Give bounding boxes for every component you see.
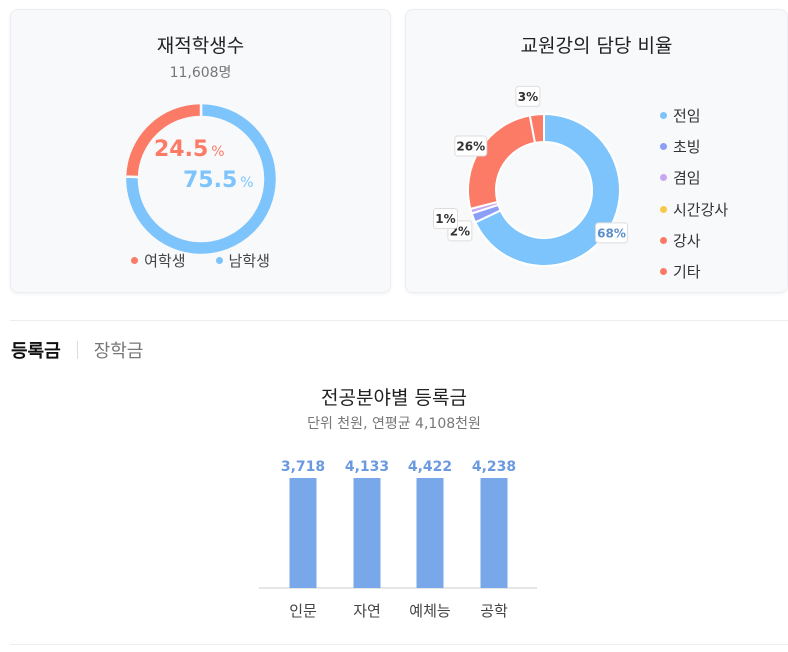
legend-item-male: 남학생 (215, 250, 270, 271)
legend-item-lecturer: 강사 (660, 225, 728, 256)
data-label-fulltime-group: 68% (595, 222, 629, 244)
legend-label-adjunct: 겸임 (673, 169, 701, 188)
data-label-fulltime-box (595, 222, 629, 244)
legend-item-invited: 초빙 (660, 131, 728, 162)
tuition-chart-subtitle: 단위 천원, 연평균 4,108천원 (307, 416, 481, 432)
legend-dot-invited (660, 143, 667, 151)
x-tick-label-2: 예체능 (409, 602, 451, 620)
enrollment-legend: 여학생 남학생 (11, 250, 390, 271)
legend-dot-other (660, 268, 667, 276)
slice-male (123, 101, 279, 257)
tab-separator (76, 341, 78, 359)
legend-item-adjunct: 겸임 (660, 162, 728, 193)
enrollment-total: 11,608명 (169, 65, 232, 81)
bar-value-label-1: 4,133 (345, 459, 389, 475)
data-label-other: 3% (518, 90, 538, 104)
data-label-adjunct-box (432, 208, 458, 230)
legend-item-fulltime: 전임 (660, 100, 728, 131)
faculty-donut-chart: 68%2%1%26%3% (432, 85, 629, 267)
legend-dot-parttime (660, 205, 667, 213)
faculty-legend: 전임 초빙 겸임 시간강사 강사 기타 (660, 100, 728, 287)
legend-label-parttime: 시간강사 (673, 200, 729, 219)
bar-value-label-0: 3,718 (281, 459, 325, 475)
tuition-chart-title: 전공분야별 등록금 (321, 387, 467, 409)
x-tick-label-1: 자연 (353, 602, 381, 620)
tab-scholarship[interactable]: 장학금 (93, 341, 144, 362)
legend-dot-fulltime (660, 112, 667, 120)
legend-item-other: 기타 (660, 256, 728, 287)
legend-item-female: 여학생 (131, 250, 186, 271)
enrollment-donut-chart: 24.5 % 75.5% (123, 101, 279, 257)
faculty-title: 교원강의 담당 비율 (520, 35, 673, 57)
legend-label-lecturer: 강사 (673, 231, 701, 250)
bar-value-label-2: 4,422 (408, 459, 452, 475)
slice-fulltime (473, 112, 621, 267)
enrollment-title: 재적학생수 (156, 35, 245, 57)
legend-dot-lecturer (660, 236, 667, 244)
slice-female (123, 101, 203, 179)
legend-dot-female (131, 257, 139, 264)
data-label-lecturer-box (454, 135, 488, 157)
slice-lecturer (467, 114, 537, 211)
data-label-female: 24.5% (154, 137, 225, 162)
x-tick-label-0: 인문 (289, 602, 317, 620)
tuition-bar-chart: 3,718 인문 4,133 자연 4,422 예체능 4,238 공학 (259, 459, 537, 620)
data-label-adjunct-group: 1% (432, 208, 458, 230)
data-label-lecturer: 26% (456, 140, 485, 154)
legend-label-fulltime: 전임 (673, 107, 701, 126)
data-label-other-group: 3% (515, 85, 541, 107)
tab-tuition[interactable]: 등록금 (11, 341, 61, 362)
legend-item-parttime: 시간강사 (660, 194, 728, 225)
section-divider-top (10, 320, 788, 321)
section-divider-bottom (10, 644, 788, 645)
data-label-other-box (515, 85, 541, 107)
bar-3 (480, 478, 508, 588)
data-label-fulltime: 68% (597, 226, 626, 240)
data-label-lecturer-group: 26% (454, 135, 488, 157)
data-label-adjunct: 1% (435, 212, 455, 226)
bar-value-label-3: 4,238 (472, 459, 516, 475)
bar-1 (353, 478, 381, 588)
section-tabs: 등록금 장학금 (11, 337, 143, 363)
legend-label-male: 남학생 (228, 252, 270, 270)
faculty-card: 교원강의 담당 비율 68% 2% 1% 26% 3% 전임 초빙 겸임 시간강사 강사… (405, 9, 788, 293)
slice-other (528, 112, 545, 145)
legend-dot-adjunct (660, 174, 667, 182)
data-label-male: 75.5% (183, 168, 254, 193)
legend-label-other: 기타 (673, 263, 701, 282)
bar-0 (289, 478, 317, 588)
bar-2 (416, 478, 444, 588)
legend-dot-male (215, 257, 223, 264)
legend-label-invited: 초빙 (673, 138, 701, 157)
x-tick-label-3: 공학 (480, 602, 508, 620)
legend-label-female: 여학생 (144, 252, 186, 270)
enrollment-card: 재적학생수 11,608명 24.5% 75.5% 여학생 남학생 (10, 9, 391, 293)
